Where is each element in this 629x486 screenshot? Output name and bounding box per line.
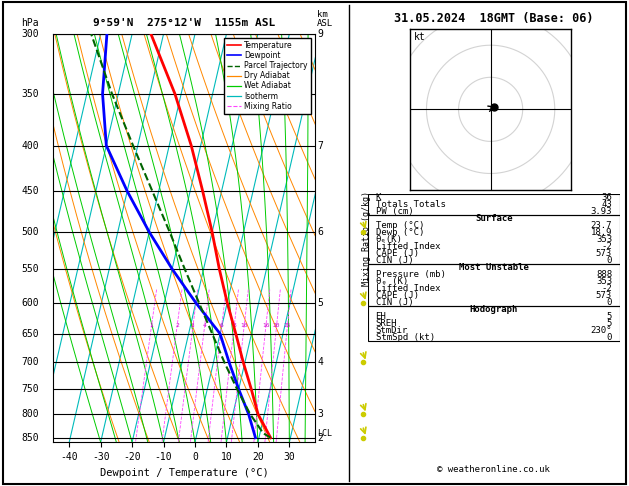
Text: Temp (°C): Temp (°C) [376,222,424,230]
Text: Surface: Surface [475,214,513,224]
Text: 31.05.2024  18GMT (Base: 06): 31.05.2024 18GMT (Base: 06) [394,12,594,25]
Legend: Temperature, Dewpoint, Parcel Trajectory, Dry Adiabat, Wet Adiabat, Isotherm, Mi: Temperature, Dewpoint, Parcel Trajectory… [225,38,311,114]
Text: Dewp (°C): Dewp (°C) [376,228,424,237]
Bar [368,194,620,215]
Bar [368,306,620,342]
Text: 16: 16 [262,323,269,328]
Text: 350: 350 [21,89,39,99]
Text: EH: EH [376,312,386,321]
Text: 2: 2 [175,323,179,328]
Text: 450: 450 [21,186,39,196]
Bar [368,215,620,264]
Text: -2: -2 [601,284,612,294]
Text: StmDir: StmDir [376,327,408,335]
Text: 0: 0 [606,298,612,308]
Text: 0: 0 [606,333,612,343]
Text: 3.93: 3.93 [591,208,612,216]
Text: CAPE (J): CAPE (J) [376,249,418,259]
Text: kt: kt [414,33,425,42]
Text: 5: 5 [606,312,612,321]
Text: 18.9: 18.9 [591,228,612,237]
Text: 353: 353 [596,235,612,244]
Text: 353: 353 [596,278,612,286]
Text: K: K [376,193,381,202]
Text: θₑ (K): θₑ (K) [376,278,408,286]
Text: -2: -2 [601,243,612,251]
Text: PW (cm): PW (cm) [376,208,413,216]
Text: 600: 600 [21,298,39,308]
Text: 300: 300 [21,29,39,39]
Text: 573: 573 [596,292,612,300]
Text: Lifted Index: Lifted Index [376,284,440,294]
Text: 6: 6 [317,227,323,237]
Text: θₑ(K): θₑ(K) [376,235,403,244]
Text: 650: 650 [21,329,39,339]
Text: Totals Totals: Totals Totals [376,200,445,209]
Text: CAPE (J): CAPE (J) [376,292,418,300]
Text: LCL: LCL [317,429,332,437]
Text: 10: 10 [240,323,248,328]
Text: 9: 9 [317,29,323,39]
Text: 7: 7 [317,140,323,151]
Text: 23.7: 23.7 [591,222,612,230]
Text: 573: 573 [596,249,612,259]
Text: Most Unstable: Most Unstable [459,263,529,273]
Text: 0: 0 [606,257,612,265]
Text: 230°: 230° [591,327,612,335]
Text: 800: 800 [21,409,39,419]
Text: 3: 3 [191,323,194,328]
Text: © weatheronline.co.uk: © weatheronline.co.uk [437,465,550,474]
Text: km
ASL: km ASL [317,10,333,28]
Text: 2: 2 [317,433,323,443]
Text: 4: 4 [317,358,323,367]
Text: Pressure (mb): Pressure (mb) [376,270,445,279]
Text: 20: 20 [272,323,280,328]
Text: StmSpd (kt): StmSpd (kt) [376,333,435,343]
Text: 8: 8 [232,323,236,328]
Text: 400: 400 [21,140,39,151]
Text: 888: 888 [596,270,612,279]
Text: 700: 700 [21,358,39,367]
Text: Mixing Ratio (g/kg): Mixing Ratio (g/kg) [362,191,371,286]
Text: 25: 25 [284,323,291,328]
Text: Lifted Index: Lifted Index [376,243,440,251]
Text: 5: 5 [317,298,323,308]
Text: 4: 4 [203,323,206,328]
Text: 3: 3 [317,409,323,419]
Text: 6: 6 [220,323,223,328]
Bar [368,264,620,306]
Text: hPa: hPa [21,18,39,28]
Text: SREH: SREH [376,319,397,329]
Text: 36: 36 [601,193,612,202]
Text: 9°59'N  275°12'W  1155m ASL: 9°59'N 275°12'W 1155m ASL [93,18,275,28]
Text: 850: 850 [21,433,39,443]
Text: 43: 43 [601,200,612,209]
Text: Hodograph: Hodograph [470,305,518,314]
Text: CIN (J): CIN (J) [376,298,413,308]
Text: 550: 550 [21,264,39,274]
Text: 5: 5 [606,319,612,329]
X-axis label: Dewpoint / Temperature (°C): Dewpoint / Temperature (°C) [99,468,269,478]
Text: 500: 500 [21,227,39,237]
Text: CIN (J): CIN (J) [376,257,413,265]
Text: 750: 750 [21,384,39,394]
Text: 1: 1 [149,323,153,328]
